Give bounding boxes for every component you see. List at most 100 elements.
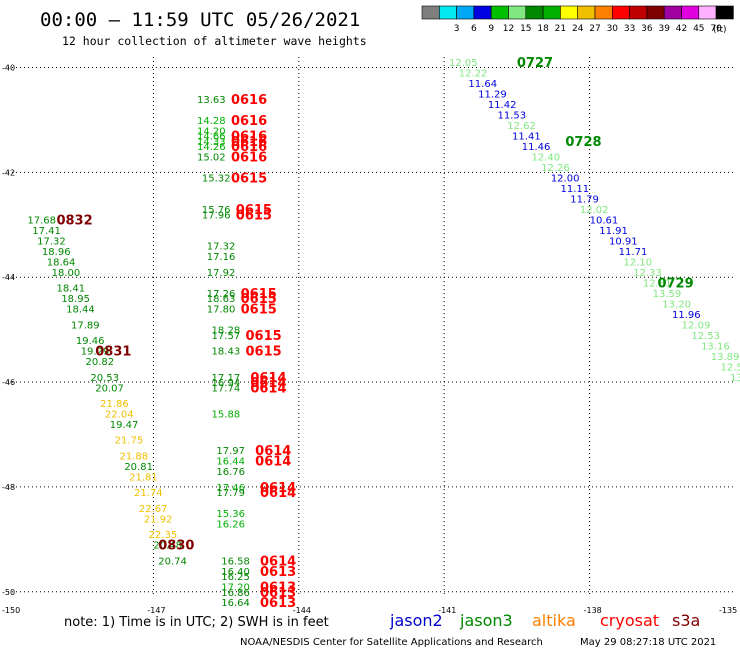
wave-height-label: 11.96 bbox=[672, 310, 701, 321]
credit-text: NOAA/NESDIS Center for Satellite Applica… bbox=[240, 637, 543, 648]
wave-height-label: 12.62 bbox=[507, 121, 536, 132]
wave-height-label: 13.89 bbox=[711, 352, 740, 363]
wave-height-label: 12.26 bbox=[541, 163, 570, 174]
wave-height-label: 17.79 bbox=[216, 488, 245, 499]
wave-height-label: 21.88 bbox=[119, 451, 148, 462]
time-label: 0830 bbox=[158, 539, 194, 554]
time-label: 0614 bbox=[260, 554, 296, 569]
wave-height-label: 21.74 bbox=[134, 488, 163, 499]
wave-height-label: 21.75 bbox=[115, 436, 144, 447]
wave-height-label: 14.33 bbox=[197, 137, 226, 148]
wave-height-label: 16.25 bbox=[221, 572, 250, 583]
legend-label: 15 bbox=[520, 24, 531, 34]
wave-height-label: 19.47 bbox=[110, 420, 139, 431]
wave-height-label: 11.41 bbox=[512, 132, 541, 143]
legend-swatch bbox=[698, 5, 717, 20]
legend-label: 36 bbox=[641, 24, 653, 34]
wave-height-label: 10.61 bbox=[590, 216, 619, 227]
time-label: 0613 bbox=[260, 586, 296, 601]
x-tick-label: -138 bbox=[584, 606, 602, 615]
time-label: 0615 bbox=[236, 208, 272, 223]
time-label: 0614 bbox=[255, 455, 291, 470]
wave-height-label: 20.82 bbox=[86, 357, 115, 368]
legend-label: 24 bbox=[572, 24, 584, 34]
note-text: note: 1) Time is in UTC; 2) SWH is in fe… bbox=[64, 615, 329, 630]
time-label: 0613 bbox=[260, 565, 296, 580]
wave-height-label: 16.26 bbox=[216, 520, 245, 531]
wave-height-points: 17.6817.4117.3218.9618.6418.0018.4118.95… bbox=[27, 58, 740, 609]
wave-height-label: 18.63 bbox=[207, 294, 236, 305]
legend-swatch bbox=[438, 5, 457, 20]
legend-swatch bbox=[663, 5, 682, 20]
wave-height-label: 11.79 bbox=[570, 195, 599, 206]
wave-height-label: 13.63 bbox=[197, 95, 226, 106]
legend-swatch bbox=[715, 5, 734, 20]
wave-height-label: 12.09 bbox=[682, 320, 711, 331]
wave-height-label: 15.02 bbox=[197, 153, 226, 164]
wave-height-label: 17.41 bbox=[32, 226, 61, 237]
time-label: 0614 bbox=[255, 444, 291, 459]
legend-swatch bbox=[490, 5, 509, 20]
wave-height-label: 14.26 bbox=[197, 142, 226, 153]
axis-tick-labels: -40 -42 -44 -46 -48 -50 -150 -147 -144 -141 -138 -1… bbox=[2, 63, 737, 615]
wave-height-label: 22.67 bbox=[139, 504, 168, 515]
wave-height-label: 17.80 bbox=[207, 305, 236, 316]
time-label: 0616 bbox=[231, 140, 267, 155]
wave-height-label: 20.53 bbox=[90, 373, 119, 384]
wave-height-label: 21.86 bbox=[100, 399, 129, 410]
wave-height-label: 16.40 bbox=[221, 567, 250, 578]
chart-subtitle: 12 hour collection of altimeter wave hei… bbox=[62, 34, 367, 48]
wave-height-label: 17.32 bbox=[207, 242, 236, 253]
wave-height-label: 16.58 bbox=[221, 556, 250, 567]
wave-height-label: 17.57 bbox=[212, 331, 241, 342]
legend-swatch bbox=[594, 5, 613, 20]
x-tick-label: -141 bbox=[438, 606, 456, 615]
time-label: 0614 bbox=[250, 381, 286, 396]
time-label: 0613 bbox=[260, 581, 296, 596]
wave-height-label: 16.94 bbox=[212, 378, 241, 389]
legend-label: 27 bbox=[589, 24, 600, 34]
time-label: 0614 bbox=[260, 481, 296, 496]
wave-height-label: 11.46 bbox=[522, 142, 551, 153]
legend-swatch bbox=[508, 5, 527, 20]
satellite-name: altika bbox=[532, 611, 576, 630]
time-label: 0832 bbox=[56, 214, 92, 229]
time-label: 0729 bbox=[657, 276, 693, 291]
wave-height-label: 12.33 bbox=[633, 268, 662, 279]
wave-height-label: 17.16 bbox=[207, 252, 236, 263]
y-tick-label: -40 bbox=[2, 63, 15, 72]
legend-swatch bbox=[611, 5, 630, 20]
legend-unit: (ft) bbox=[713, 25, 727, 35]
x-tick-label: -135 bbox=[719, 606, 737, 615]
wave-height-label: 17.97 bbox=[216, 446, 245, 457]
wave-height-label: 16.44 bbox=[216, 457, 245, 468]
legend-label: 70 bbox=[710, 24, 722, 34]
legend-label: 18 bbox=[537, 24, 549, 34]
legend-label: 12 bbox=[503, 24, 514, 34]
x-tick-label: -150 bbox=[2, 606, 20, 615]
legend-swatch bbox=[542, 5, 561, 20]
time-label: 0613 bbox=[260, 596, 296, 611]
wave-height-label: 11.71 bbox=[619, 247, 648, 258]
wave-height-label: 18.28 bbox=[212, 326, 241, 337]
wave-height-label: 18.96 bbox=[42, 247, 71, 258]
wave-height-label: 20.07 bbox=[95, 383, 124, 394]
wave-height-label: 21.81 bbox=[129, 472, 158, 483]
wave-height-label: 19.46 bbox=[76, 336, 105, 347]
legend-swatch bbox=[560, 5, 579, 20]
wave-height-label: 20.81 bbox=[124, 462, 153, 473]
satellite-legend: jason2 jason3 altika cryosat s3a bbox=[389, 611, 700, 630]
x-tick-label: -144 bbox=[293, 606, 311, 615]
satellite-name: s3a bbox=[672, 611, 700, 630]
legend-label: 3 bbox=[454, 24, 460, 34]
time-label: 0615 bbox=[241, 303, 277, 318]
y-tick-label: -50 bbox=[2, 588, 15, 597]
time-label: 0614 bbox=[250, 376, 286, 391]
wave-height-label: 12.53 bbox=[720, 362, 740, 373]
wave-height-label: 12.22 bbox=[459, 69, 488, 80]
wave-height-label: 16.86 bbox=[221, 588, 250, 599]
time-label: 0616 bbox=[231, 114, 267, 129]
wave-height-label: 17.20 bbox=[221, 583, 250, 594]
timestamp-text: May 29 08:27:18 UTC 2021 bbox=[580, 637, 716, 648]
